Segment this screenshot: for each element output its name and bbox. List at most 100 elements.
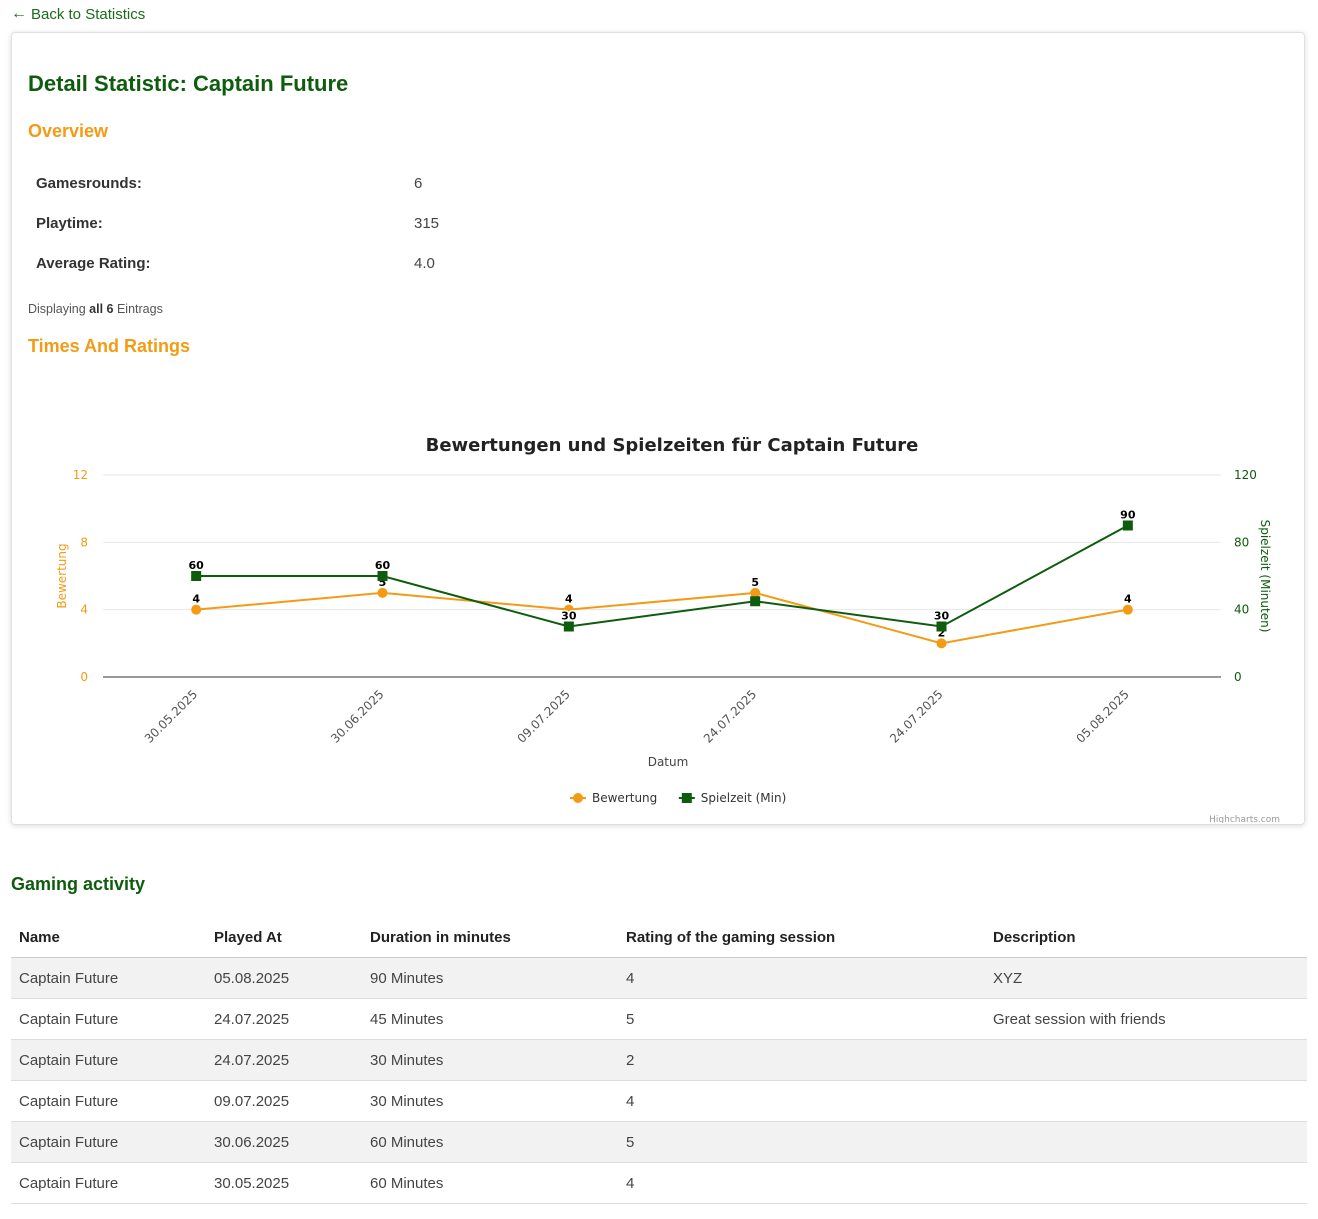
overview-heading: Overview xyxy=(28,121,109,141)
cell-rating: 2 xyxy=(618,1039,985,1081)
cell-rating: 4 xyxy=(618,1162,985,1204)
cell-description xyxy=(985,1080,1307,1122)
table-row: Captain Future 24.07.2025 30 Minutes 2 xyxy=(11,1039,1307,1081)
data-label: 4 xyxy=(565,593,573,606)
overview-value: 315 xyxy=(414,214,440,232)
table-header-row: Name Played At Duration in minutes Ratin… xyxy=(11,917,1307,958)
data-point xyxy=(191,604,202,615)
y-right-tick-label: 40 xyxy=(1234,603,1249,617)
data-point xyxy=(377,571,388,581)
overview-label: Playtime: xyxy=(36,214,103,232)
table-row: Captain Future 09.07.2025 30 Minutes 4 xyxy=(11,1080,1307,1122)
cell-duration: 60 Minutes xyxy=(362,1121,618,1163)
column-header-description[interactable]: Description xyxy=(985,917,1307,958)
display-info: Displaying all 6 Eintrags xyxy=(28,302,163,316)
cell-duration: 45 Minutes xyxy=(362,998,618,1040)
data-label: 4 xyxy=(1124,593,1132,606)
cell-played-at: 30.06.2025 xyxy=(206,1121,362,1163)
legend-item-label: Bewertung xyxy=(592,791,657,805)
page-title: Detail Statistic: Captain Future xyxy=(28,71,349,96)
cell-rating: 4 xyxy=(618,957,985,999)
data-point xyxy=(563,604,574,615)
cell-rating: 5 xyxy=(618,998,985,1040)
chart-title: Bewertungen und Spielzeiten für Captain … xyxy=(426,435,919,456)
y-left-axis-title: Bewertung xyxy=(55,543,69,608)
cell-played-at: 24.07.2025 xyxy=(206,998,362,1040)
column-header-duration[interactable]: Duration in minutes xyxy=(362,917,618,958)
column-header-rating[interactable]: Rating of the gaming session xyxy=(618,917,985,958)
cell-description: XYZ xyxy=(985,957,1307,999)
data-label: 90 xyxy=(1120,509,1136,522)
display-prefix: Displaying xyxy=(28,302,86,316)
gaming-activity-heading: Gaming activity xyxy=(11,874,146,894)
data-label: 60 xyxy=(375,559,391,572)
series-line xyxy=(196,591,1129,645)
cell-name: Captain Future xyxy=(11,957,206,999)
cell-name: Captain Future xyxy=(11,1121,206,1163)
cell-duration: 30 Minutes xyxy=(362,1080,618,1122)
cell-played-at: 24.07.2025 xyxy=(206,1039,362,1081)
data-label: 30 xyxy=(561,610,577,623)
legend-marker xyxy=(573,793,583,803)
table-row: Captain Future 24.07.2025 45 Minutes 5 Great… xyxy=(11,998,1307,1040)
data-point xyxy=(750,587,761,598)
data-point xyxy=(191,571,202,581)
data-label: 4 xyxy=(192,593,200,606)
data-point xyxy=(1122,520,1133,531)
cell-description xyxy=(985,1039,1307,1081)
cell-rating: 4 xyxy=(618,1080,985,1122)
cell-description: Great session with friends xyxy=(985,998,1307,1040)
data-label: 60 xyxy=(189,559,205,572)
cell-name: Captain Future xyxy=(11,1080,206,1122)
x-tick-label: 24.07.2025 xyxy=(701,687,759,745)
x-tick-label: 09.07.2025 xyxy=(514,687,572,745)
cell-description xyxy=(985,1121,1307,1163)
cell-played-at: 30.05.2025 xyxy=(206,1162,362,1204)
column-header-name[interactable]: Name xyxy=(11,917,206,958)
back-to-statistics-link[interactable]: ← Back to Statistics xyxy=(11,5,145,23)
overview-row: Playtime: 315 xyxy=(28,203,447,243)
table-row: Captain Future 30.06.2025 60 Minutes 5 xyxy=(11,1121,1307,1163)
y-right-tick-label: 80 xyxy=(1234,535,1249,549)
display-suffix: Eintrags xyxy=(116,302,163,316)
y-right-axis-title: Spielzeit (Minuten) xyxy=(1258,520,1272,633)
overview-value: 6 xyxy=(414,174,423,192)
cell-name: Captain Future xyxy=(11,998,206,1040)
data-point xyxy=(563,621,574,632)
cell-duration: 90 Minutes xyxy=(362,957,618,999)
legend-marker xyxy=(681,793,692,803)
data-label: 2 xyxy=(938,626,946,639)
cell-played-at: 05.08.2025 xyxy=(206,957,362,999)
data-label: 30 xyxy=(934,610,950,623)
column-header-played-at[interactable]: Played At xyxy=(206,917,362,958)
chart-credits: Highcharts.com xyxy=(1209,815,1280,823)
data-label: 5 xyxy=(379,576,387,589)
cell-description xyxy=(985,1162,1307,1204)
y-left-tick-label: 0 xyxy=(80,670,88,684)
y-left-tick-label: 4 xyxy=(80,603,88,617)
arrow-left-icon: ← xyxy=(11,5,27,22)
data-point xyxy=(1122,604,1133,615)
x-tick-label: 30.06.2025 xyxy=(328,687,386,745)
cell-duration: 60 Minutes xyxy=(362,1162,618,1204)
overview-row: Average Rating: 4.0 xyxy=(28,243,447,283)
display-count: all 6 xyxy=(89,302,114,316)
overview-table: Gamesrounds: 6 Playtime: 315 Average Rat… xyxy=(28,163,447,283)
data-point xyxy=(750,596,761,607)
cell-duration: 30 Minutes xyxy=(362,1039,618,1081)
cell-rating: 5 xyxy=(618,1121,985,1163)
overview-label: Gamesrounds: xyxy=(36,174,142,192)
data-label: 5 xyxy=(751,576,759,589)
y-right-tick-label: 120 xyxy=(1234,468,1257,482)
times-ratings-heading: Times And Ratings xyxy=(28,336,191,356)
cell-played-at: 09.07.2025 xyxy=(206,1080,362,1122)
cell-name: Captain Future xyxy=(11,1039,206,1081)
x-axis-title: Datum xyxy=(648,755,689,769)
x-tick-label: 30.05.2025 xyxy=(142,687,200,745)
overview-row: Gamesrounds: 6 xyxy=(28,163,447,203)
chart-container: Bewertungen und Spielzeiten für Captain … xyxy=(28,393,1294,825)
gaming-activity-table: Name Played At Duration in minutes Ratin… xyxy=(11,917,1307,1204)
ratings-playtime-chart: Bewertungen und Spielzeiten für Captain … xyxy=(55,435,1280,825)
data-point xyxy=(936,638,947,649)
series-line xyxy=(196,524,1129,628)
